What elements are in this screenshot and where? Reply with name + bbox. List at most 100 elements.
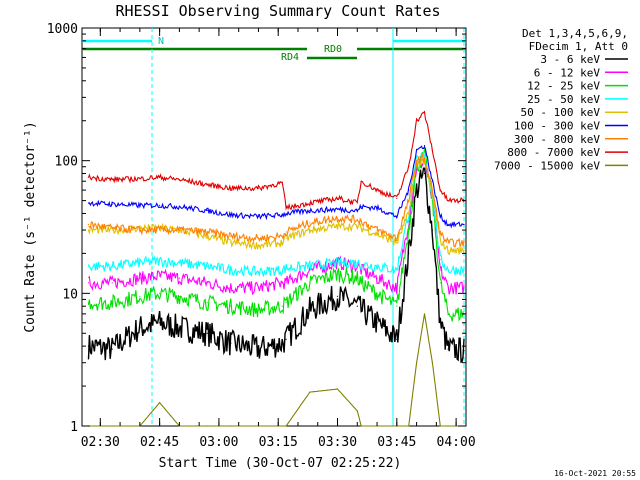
series-4-point bbox=[309, 265, 311, 267]
series-9-point bbox=[206, 425, 208, 427]
x-tick-label: 03:30 bbox=[318, 435, 357, 450]
series-5-point bbox=[463, 250, 465, 252]
series-7-point bbox=[336, 217, 339, 219]
series-4-point bbox=[111, 265, 113, 267]
series-4-point bbox=[257, 271, 260, 273]
series-3-point bbox=[178, 295, 180, 297]
series-5-point bbox=[257, 244, 260, 246]
series-6-point bbox=[336, 208, 339, 210]
series-2-point bbox=[285, 282, 287, 284]
series-9 bbox=[87, 313, 465, 427]
series-8-point bbox=[87, 176, 90, 178]
series-2-point bbox=[447, 287, 449, 289]
series-line-9 bbox=[88, 313, 464, 427]
series-1-point bbox=[360, 309, 362, 311]
series-1 bbox=[87, 167, 465, 364]
series-2-point bbox=[178, 277, 180, 279]
series-9-point bbox=[336, 388, 339, 390]
footer-date: 16-Oct-2021 20:55 bbox=[554, 469, 636, 478]
series-1-point bbox=[309, 309, 311, 311]
series-6-point bbox=[431, 180, 433, 182]
series-1-point bbox=[376, 322, 378, 324]
series-6-point bbox=[281, 214, 283, 216]
series-1-point bbox=[423, 172, 426, 175]
series-8-point bbox=[139, 178, 141, 180]
series-3-point bbox=[309, 282, 311, 284]
series-9-point bbox=[416, 362, 418, 364]
legend-entry-label: 300 - 800 keV bbox=[514, 133, 600, 146]
series-5-point bbox=[376, 233, 378, 235]
series-9-point bbox=[356, 410, 358, 412]
series-3-point bbox=[376, 292, 378, 294]
series-5-point bbox=[408, 212, 410, 215]
series-1-point bbox=[416, 189, 418, 191]
series-9-point bbox=[408, 425, 410, 427]
series-7-point bbox=[408, 200, 410, 202]
series-2-point bbox=[309, 269, 311, 271]
series-line-6 bbox=[88, 145, 465, 229]
series-1-point bbox=[178, 327, 180, 329]
series-8-point bbox=[336, 197, 339, 199]
x-tick-label: 04:00 bbox=[437, 435, 476, 450]
series-4-point bbox=[360, 263, 362, 266]
series-8-point bbox=[309, 202, 311, 204]
series-8-point bbox=[111, 179, 113, 181]
series-6-point bbox=[178, 206, 180, 208]
axes-layer: 1 10 100 1000 02:30 02:45 03:00 03:15 03:30 03:45… bbox=[47, 22, 476, 450]
legend-entry-label: 12 - 25 keV bbox=[527, 80, 600, 93]
series-5-point bbox=[356, 225, 358, 227]
series-9-point bbox=[309, 391, 311, 393]
series-3-point bbox=[139, 295, 141, 297]
series-6-point bbox=[423, 145, 426, 147]
series-2-point bbox=[281, 282, 283, 284]
series-7-point bbox=[376, 229, 378, 231]
series-8-point bbox=[431, 149, 433, 151]
series-6-point bbox=[257, 215, 260, 217]
series-8-point bbox=[178, 179, 180, 181]
series-7-point bbox=[439, 233, 441, 235]
series-6-point bbox=[285, 212, 287, 215]
series-6-point bbox=[139, 204, 141, 206]
legend: Det 1,3,4,5,6,9,FDecim 1, Att 03 - 6 keV… bbox=[494, 27, 628, 172]
series-8-point bbox=[281, 182, 283, 184]
series-6-point bbox=[396, 215, 398, 217]
series-7-point bbox=[396, 237, 398, 239]
series-2-point bbox=[206, 282, 208, 284]
series-9-point bbox=[159, 402, 161, 404]
series-4-point bbox=[178, 262, 180, 264]
series-4-point bbox=[230, 269, 232, 271]
series-line-7 bbox=[88, 153, 465, 249]
series-8-point bbox=[257, 187, 260, 189]
series-9-point bbox=[447, 425, 449, 427]
series-1-point bbox=[336, 295, 339, 297]
series-6-point bbox=[230, 214, 232, 216]
series-6-point bbox=[309, 210, 311, 212]
series-1-point bbox=[281, 342, 283, 344]
series-1-point bbox=[111, 348, 113, 350]
series-4-point bbox=[356, 262, 358, 264]
series-3-point bbox=[257, 309, 260, 311]
series-7-point bbox=[463, 242, 465, 244]
series-5-point bbox=[447, 250, 449, 252]
series-5-point bbox=[396, 242, 398, 244]
series-1-point bbox=[139, 327, 141, 329]
series-4-point bbox=[139, 262, 141, 264]
series-8-point bbox=[439, 189, 441, 191]
series-9-point bbox=[281, 425, 283, 427]
series-4-point bbox=[285, 267, 287, 269]
chart-title: RHESSI Observing Summary Count Rates bbox=[115, 2, 440, 20]
legend-entry-label: 50 - 100 keV bbox=[521, 106, 601, 119]
x-tick-label: 03:00 bbox=[199, 435, 238, 450]
series-7-point bbox=[360, 220, 362, 222]
series-line-4 bbox=[88, 151, 465, 277]
series-6 bbox=[87, 145, 465, 229]
series-8-point bbox=[447, 200, 449, 202]
series-5-point bbox=[87, 229, 90, 231]
series-2-point bbox=[439, 269, 441, 271]
series-9-point bbox=[230, 425, 232, 427]
series-3-point bbox=[447, 313, 449, 315]
series-7-point bbox=[87, 223, 90, 226]
series-line-3 bbox=[87, 147, 465, 322]
series-8-point bbox=[408, 166, 410, 168]
